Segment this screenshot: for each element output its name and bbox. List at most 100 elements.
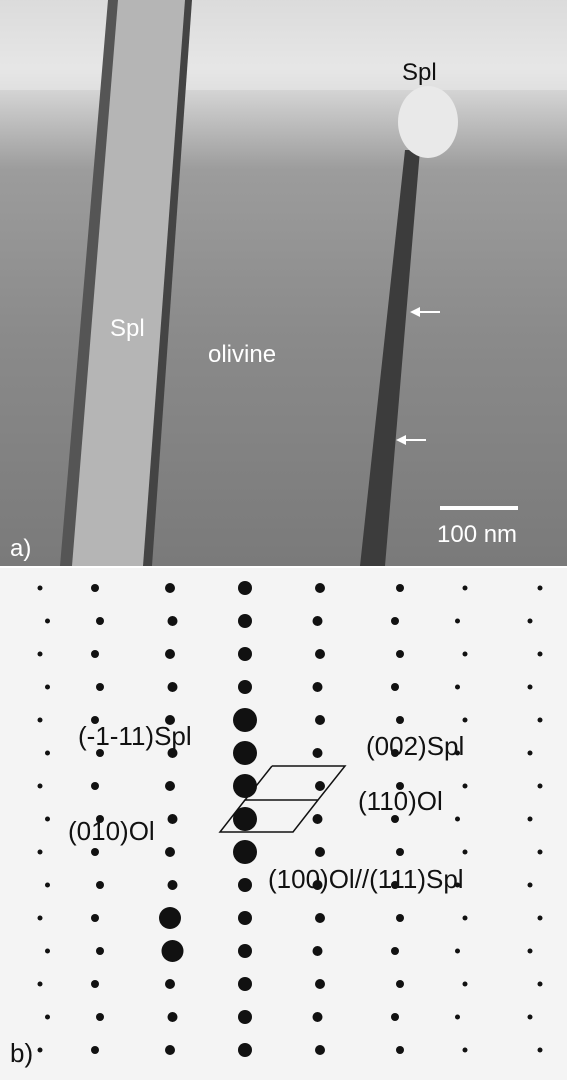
diffraction-spot — [91, 980, 99, 988]
diffraction-spot — [45, 685, 50, 690]
diffraction-spot — [396, 650, 404, 658]
diffraction-spot — [455, 685, 460, 690]
panel-label: b) — [10, 1038, 33, 1068]
diffraction-spot — [168, 682, 178, 692]
diffraction-spot — [528, 1015, 533, 1020]
diffraction-spot — [463, 1048, 468, 1053]
diffraction-spot — [238, 977, 252, 991]
diffraction-spot — [238, 1010, 252, 1024]
diffraction-spot — [315, 715, 325, 725]
diffraction-spot — [165, 847, 175, 857]
diffraction-spot — [45, 883, 50, 888]
diffraction-spot — [391, 617, 399, 625]
diffraction-spot — [538, 850, 543, 855]
diffraction-spot — [45, 1015, 50, 1020]
annotation: (-1-11)Spl — [78, 721, 192, 751]
diffraction-spot — [45, 817, 50, 822]
diffraction-spot — [91, 1046, 99, 1054]
diffraction-spot — [455, 817, 460, 822]
diffraction-spot — [313, 946, 323, 956]
diffraction-spot — [165, 781, 175, 791]
diffraction-spot — [168, 880, 178, 890]
diffraction-spot — [159, 907, 181, 929]
diffraction-spot — [96, 1013, 104, 1021]
diffraction-spot — [528, 883, 533, 888]
diffraction-spot — [528, 685, 533, 690]
diffraction-spot — [238, 614, 252, 628]
diffraction-spot — [233, 840, 257, 864]
spinel-grain — [398, 86, 458, 158]
diffraction-spot — [315, 913, 325, 923]
diffraction-spot — [391, 683, 399, 691]
diffraction-spot — [463, 982, 468, 987]
diffraction-spot — [96, 683, 104, 691]
diffraction-spot — [38, 718, 43, 723]
diffraction-spot — [165, 979, 175, 989]
diffraction-spot — [538, 652, 543, 657]
diffraction-spot — [165, 1045, 175, 1055]
diffraction-spot — [455, 619, 460, 624]
diffraction-spot — [38, 652, 43, 657]
diffraction-spot — [238, 647, 252, 661]
diffraction-spot — [38, 784, 43, 789]
diffraction-spot — [528, 619, 533, 624]
page: Spl Spl olivine 100 nm a) (-1-11)Spl (00… — [0, 0, 567, 1080]
diffraction-spot — [396, 584, 404, 592]
diffraction-spot — [538, 586, 543, 591]
diffraction-spot — [45, 751, 50, 756]
diffraction-spot — [96, 881, 104, 889]
diffraction-spot — [396, 1046, 404, 1054]
diffraction-spot — [238, 680, 252, 694]
diffraction-spot — [538, 718, 543, 723]
panel-label: a) — [10, 535, 31, 562]
figure: Spl Spl olivine 100 nm a) (-1-11)Spl (00… — [0, 0, 567, 1080]
diffraction-spot — [315, 847, 325, 857]
diffraction-spot — [538, 784, 543, 789]
diffraction-spot — [38, 586, 43, 591]
diffraction-spot — [455, 1015, 460, 1020]
annotation: Spl — [402, 59, 437, 86]
diffraction-spot — [391, 947, 399, 955]
annotation: olivine — [208, 341, 276, 368]
diffraction-spot — [165, 583, 175, 593]
tem-bright-zone — [0, 0, 567, 90]
diffraction-spot — [91, 914, 99, 922]
diffraction-spot — [538, 1048, 543, 1053]
diffraction-spot — [162, 940, 184, 962]
diffraction-spot — [396, 716, 404, 724]
diffraction-spot — [38, 982, 43, 987]
diffraction-spot — [238, 878, 252, 892]
diffraction-spot — [238, 581, 252, 595]
diffraction-spot — [463, 850, 468, 855]
diffraction-spot — [396, 848, 404, 856]
diffraction-spot — [233, 741, 257, 765]
diffraction-spot — [91, 848, 99, 856]
diffraction-spot — [463, 652, 468, 657]
diffraction-spot — [528, 817, 533, 822]
diffraction-spot — [168, 616, 178, 626]
diffraction-spot — [45, 949, 50, 954]
diffraction-spot — [313, 814, 323, 824]
diffraction-spot — [463, 586, 468, 591]
diffraction-spot — [313, 748, 323, 758]
diffraction-spot — [238, 1043, 252, 1057]
diffraction-spot — [168, 1012, 178, 1022]
diffraction-spot — [96, 617, 104, 625]
diffraction-spot — [528, 949, 533, 954]
diffraction-spot — [96, 947, 104, 955]
diffraction-spot — [38, 1048, 43, 1053]
diffraction-spot — [238, 911, 252, 925]
diffraction-spot — [463, 718, 468, 723]
diffraction-spot — [396, 914, 404, 922]
annotation: (110)Ol — [358, 786, 443, 816]
annotation: Spl — [110, 315, 145, 342]
diffraction-spot — [538, 916, 543, 921]
panel-a: Spl Spl olivine 100 nm a) — [0, 0, 567, 566]
diffraction-spot — [391, 815, 399, 823]
diffraction-spot — [315, 979, 325, 989]
diffraction-spot — [168, 814, 178, 824]
diffraction-spot — [91, 650, 99, 658]
scale-bar-label: 100 nm — [437, 521, 517, 548]
diffraction-spot — [91, 782, 99, 790]
diffraction-spot — [233, 807, 257, 831]
